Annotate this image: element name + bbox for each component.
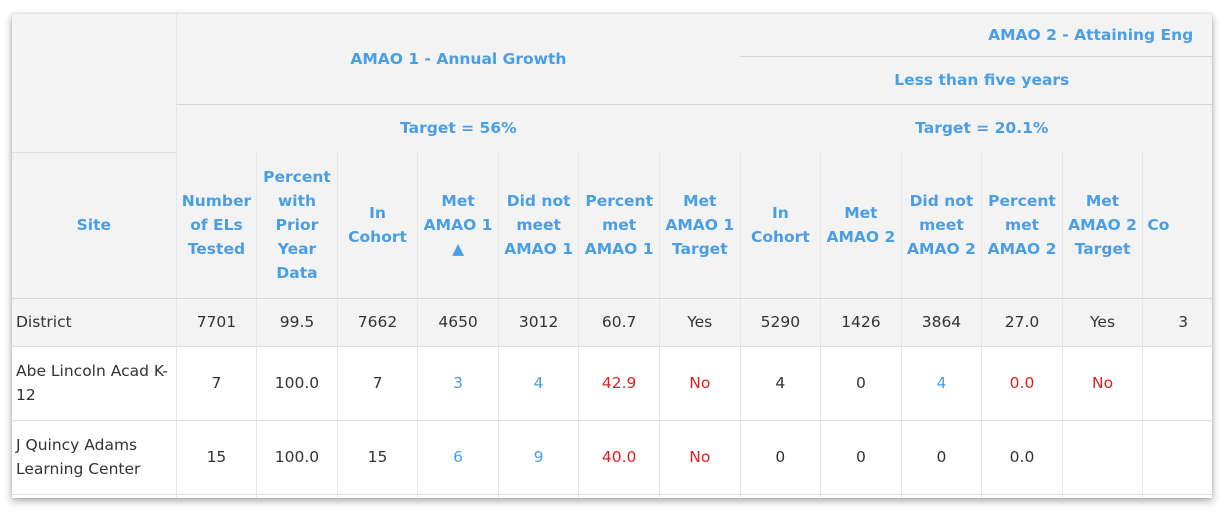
table-cell: 0.0 (981, 420, 1063, 495)
met-amao2-target-column-header[interactable]: Met AMAO 2 Target (1062, 152, 1144, 299)
count-link-cell[interactable]: 4 (901, 346, 983, 421)
table-cell: 4 (740, 346, 822, 421)
table-cell (1142, 494, 1212, 498)
site-column-header[interactable]: Site (12, 152, 177, 299)
table-cell: 3012 (498, 298, 580, 347)
table-cell: 100.0 (256, 346, 338, 421)
target-status-cell: No (659, 420, 741, 495)
table-cell (578, 494, 660, 498)
table-row: District 7701 99.5 7662 4650 3012 60.7 Yes 5290 1… (12, 298, 1212, 347)
below-target-cell: 0.0 (981, 346, 1063, 421)
amao-results-table: AMAO 1 - Annual Growth AMAO 2 - Attainin… (12, 14, 1212, 498)
amao1-in-cohort-column-header[interactable]: In Cohort (337, 152, 419, 299)
table-cell: 4650 (417, 298, 499, 347)
table-cell: 0 (820, 346, 902, 421)
not-met-amao2-column-header[interactable]: Did not meet AMAO 2 (901, 152, 983, 299)
table-cell (417, 494, 499, 498)
site-name-cell: J Quincy Adams Learning Center (12, 420, 177, 495)
table-cell (981, 494, 1063, 498)
table-cell (659, 494, 741, 498)
amao2-group-title: AMAO 2 - Attaining Eng (740, 14, 1212, 57)
amao-results-panel: AMAO 1 - Annual Growth AMAO 2 - Attainin… (12, 14, 1212, 498)
count-link-cell[interactable]: 6 (417, 420, 499, 495)
table-cell: 100.0 (256, 420, 338, 495)
cohort-column-header-partial[interactable]: Co (1142, 152, 1212, 299)
count-link-cell[interactable]: 4 (498, 346, 580, 421)
table-cell: 3864 (901, 298, 983, 347)
table-cell (1142, 420, 1212, 495)
table-cell (1142, 346, 1212, 421)
table-cell (256, 494, 338, 498)
amao2-in-cohort-column-header[interactable]: In Cohort (740, 152, 822, 299)
table-cell: 1426 (820, 298, 902, 347)
table-row: Abe Lincoln Acad K-12 7 100.0 7 3 4 42.9 No 4 0 4 0… (12, 346, 1212, 421)
table-cell: 0 (740, 420, 822, 495)
table-cell: 60.7 (578, 298, 660, 347)
count-link-cell[interactable]: 9 (498, 420, 580, 495)
not-met-amao1-column-header[interactable]: Did not meet AMAO 1 (498, 152, 580, 299)
percent-met-amao1-column-header[interactable]: Percent met AMAO 1 (578, 152, 660, 299)
count-link-cell[interactable]: 3 (417, 346, 499, 421)
table-cell (337, 494, 419, 498)
table-cell: 7 (337, 346, 419, 421)
site-header-spacer (12, 14, 177, 153)
amao1-group-title: AMAO 1 - Annual Growth (176, 14, 741, 105)
table-cell (901, 494, 983, 498)
table-body: District 7701 99.5 7662 4650 3012 60.7 Yes 5290 1… (12, 298, 1212, 498)
met-amao2-column-header[interactable]: Met AMAO 2 (820, 152, 902, 299)
column-header-row: Site Number of ELs Tested Percent with Pri… (12, 152, 1212, 299)
table-cell (1062, 494, 1144, 498)
table-cell: 7701 (176, 298, 258, 347)
table-cell: 5290 (740, 298, 822, 347)
table-cell: 3 (1142, 298, 1212, 347)
table-cell (820, 494, 902, 498)
table-row: J Quincy Adams Learning Center 15 100.0 15 6… (12, 420, 1212, 495)
site-name-cell: District (12, 298, 177, 347)
els-tested-column-header[interactable]: Number of ELs Tested (176, 152, 258, 299)
table-cell: 0 (820, 420, 902, 495)
table-cell: 99.5 (256, 298, 338, 347)
amao1-target: Target = 56% (176, 104, 741, 152)
table-cell (740, 494, 822, 498)
target-status-cell: No (659, 346, 741, 421)
met-amao1-column-header[interactable]: Met AMAO 1 ▲ (417, 152, 499, 299)
table-cell: 7662 (337, 298, 419, 347)
table-cell: 7 (176, 346, 258, 421)
amao2-group-subtitle: Less than five years (740, 56, 1212, 105)
site-name-cell: Abe Lincoln Acad K-12 (12, 346, 177, 421)
table-cell: Yes (1062, 298, 1144, 347)
target-status-cell: No (1062, 346, 1144, 421)
table-cell (498, 494, 580, 498)
below-target-cell: 40.0 (578, 420, 660, 495)
below-target-cell: 42.9 (578, 346, 660, 421)
percent-met-amao2-column-header[interactable]: Percent met AMAO 2 (981, 152, 1063, 299)
table-cell (1062, 420, 1144, 495)
table-cell (12, 494, 177, 498)
table-cell: 0 (901, 420, 983, 495)
met-amao1-target-column-header[interactable]: Met AMAO 1 Target (659, 152, 741, 299)
table-cell: 15 (337, 420, 419, 495)
table-row-partial (12, 494, 1212, 498)
prior-year-column-header[interactable]: Percent with Prior Year Data (256, 152, 338, 299)
table-cell (176, 494, 258, 498)
amao2-target: Target = 20.1% (740, 104, 1212, 152)
table-cell: 15 (176, 420, 258, 495)
table-cell: 27.0 (981, 298, 1063, 347)
table-cell: Yes (659, 298, 741, 347)
